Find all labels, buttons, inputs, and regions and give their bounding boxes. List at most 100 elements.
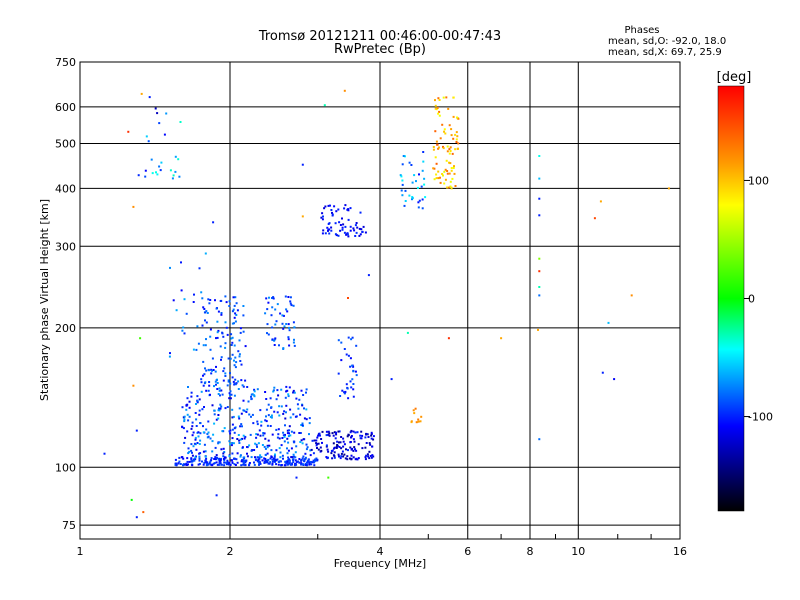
data-point [159, 169, 162, 172]
data-point [215, 494, 218, 497]
data-point [330, 229, 333, 232]
data-point [223, 456, 226, 459]
data-point [423, 183, 426, 186]
data-point [305, 391, 307, 394]
data-point [253, 449, 256, 451]
data-point [260, 424, 263, 427]
data-point [320, 216, 323, 219]
data-point [316, 443, 318, 445]
data-point [258, 429, 261, 432]
data-point [211, 404, 214, 407]
data-point [169, 352, 171, 355]
data-point [205, 457, 208, 460]
data-point [243, 461, 245, 464]
data-point [290, 447, 293, 450]
data-point [435, 173, 438, 176]
data-point [442, 145, 444, 148]
data-point [233, 457, 236, 460]
data-point [435, 177, 438, 180]
data-point [264, 312, 267, 315]
data-point [229, 382, 232, 385]
data-point [337, 208, 340, 211]
data-point [242, 305, 245, 307]
data-point [212, 369, 215, 371]
data-point [293, 464, 296, 467]
data-point [337, 453, 340, 456]
data-point [447, 107, 450, 110]
data-point [302, 394, 305, 396]
data-point [295, 461, 298, 464]
data-point [435, 108, 438, 111]
data-point [349, 431, 352, 434]
data-point [271, 433, 274, 436]
data-point [202, 450, 205, 453]
data-point [444, 178, 447, 181]
data-point [350, 454, 353, 457]
data-point [308, 433, 310, 436]
data-point [349, 446, 352, 449]
data-point [217, 414, 220, 416]
data-point [243, 409, 246, 412]
data-point [325, 434, 328, 437]
data-point [195, 418, 198, 421]
data-point [290, 462, 293, 465]
data-point [343, 443, 346, 446]
data-point [298, 398, 301, 401]
data-point [339, 457, 342, 460]
data-point [219, 345, 222, 348]
data-point [264, 419, 267, 422]
data-point [354, 448, 356, 451]
data-point [255, 433, 258, 436]
data-point [290, 430, 293, 433]
data-point [437, 112, 440, 115]
data-point [340, 455, 343, 458]
data-point [287, 449, 290, 452]
data-point [268, 296, 270, 299]
data-point [230, 393, 233, 396]
data-point [240, 423, 243, 426]
data-point [204, 459, 207, 462]
data-point [250, 456, 253, 459]
data-point [451, 152, 454, 155]
data-point [231, 353, 234, 356]
data-point [151, 172, 154, 175]
data-point [258, 463, 260, 466]
data-point [222, 370, 225, 373]
data-point [270, 414, 273, 417]
data-point [287, 441, 290, 444]
data-point [347, 449, 349, 452]
data-point [324, 232, 327, 235]
data-point [321, 212, 324, 215]
data-point [414, 407, 417, 410]
data-point [321, 441, 323, 444]
data-point [288, 326, 290, 329]
data-point [213, 458, 216, 460]
data-point [103, 452, 106, 455]
data-point [288, 460, 291, 463]
data-point [449, 185, 452, 188]
data-point [354, 224, 357, 227]
data-point [295, 397, 298, 400]
data-point [219, 300, 222, 302]
data-point [277, 463, 280, 466]
data-point [259, 434, 262, 437]
plot-frame [79, 61, 681, 540]
data-point [283, 435, 286, 438]
data-point [156, 173, 159, 176]
data-point [250, 449, 253, 452]
data-point [446, 172, 449, 175]
data-point [198, 443, 201, 445]
data-point [204, 450, 207, 453]
data-point [267, 462, 270, 465]
data-point [334, 233, 337, 236]
data-point [202, 384, 205, 387]
data-point [266, 444, 269, 447]
data-point [269, 461, 272, 464]
data-point [364, 456, 367, 459]
data-point [275, 463, 278, 466]
data-point [278, 405, 281, 408]
data-point [182, 464, 184, 467]
data-point [190, 395, 193, 398]
data-point [198, 267, 201, 270]
data-point [224, 321, 227, 324]
